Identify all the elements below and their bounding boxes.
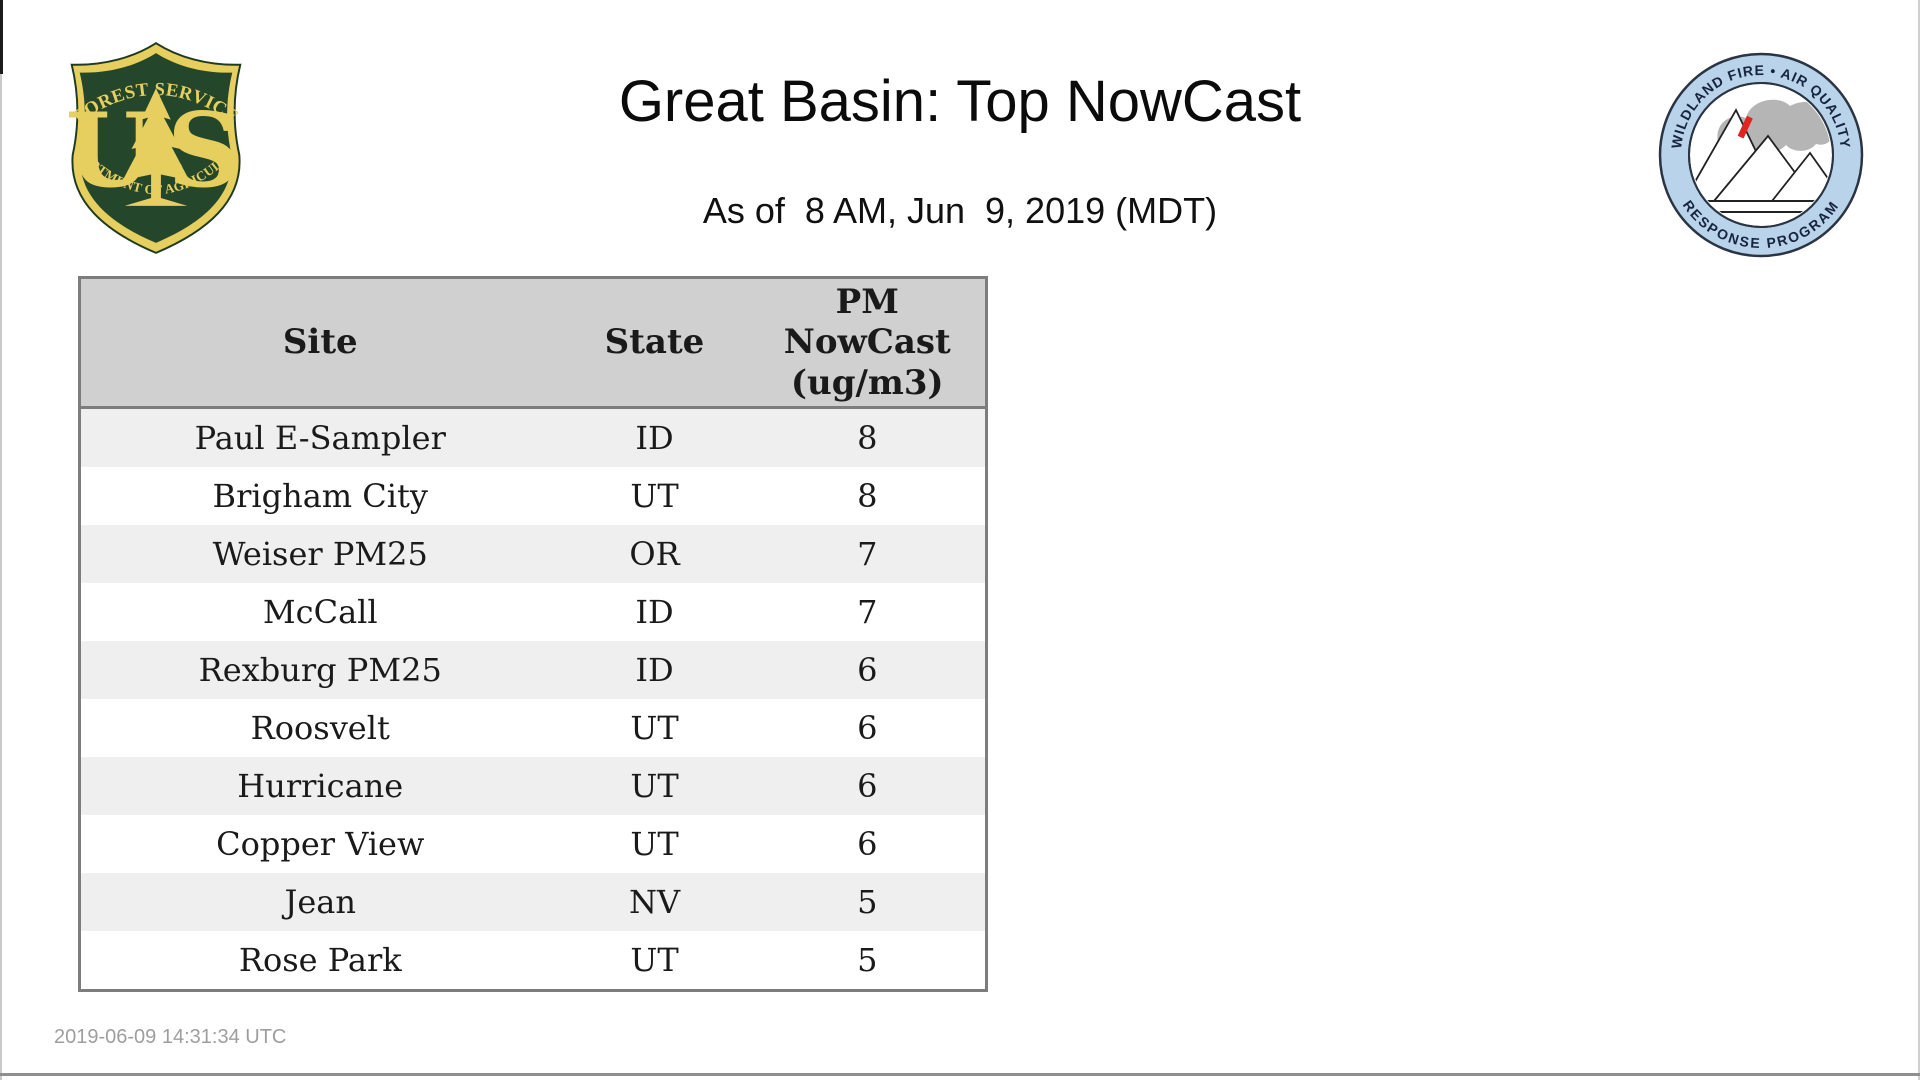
value-cell: 6 [857, 767, 878, 805]
value-cell: 6 [857, 651, 878, 689]
state-cell: ID [635, 651, 674, 689]
table-row: Weiser PM25 OR 7 [79, 525, 987, 583]
table-row: Brigham City UT 8 [79, 467, 987, 525]
table-row: Roosvelt UT 6 [79, 699, 987, 757]
table-row: Paul E-Sampler ID 8 [79, 407, 987, 467]
state-cell: UT [630, 825, 679, 863]
forest-service-logo: FOREST SERVICE U S DEPARTMENT OF AGRICUL… [58, 38, 242, 254]
value-cell: 7 [857, 593, 878, 631]
value-cell: 6 [857, 825, 878, 863]
value-cell: 8 [857, 477, 878, 515]
nowcast-table: Site State PM NowCast (ug/m3) Paul E-Sam… [78, 276, 988, 992]
state-cell: NV [628, 883, 681, 921]
value-cell: 6 [857, 709, 878, 747]
value-cell: 5 [857, 883, 878, 921]
site-cell: Rose Park [238, 941, 402, 979]
table-row: Hurricane UT 6 [79, 757, 987, 815]
value-cell: 7 [857, 535, 878, 573]
table-row: Jean NV 5 [79, 873, 987, 931]
site-cell: Jean [284, 883, 356, 921]
page-subtitle: As of 8 AM, Jun 9, 2019 (MDT) [702, 190, 1218, 231]
column-header-site: Site [79, 277, 560, 409]
table-row: Rose Park UT 5 [79, 931, 987, 991]
site-cell: Roosvelt [250, 709, 390, 747]
table-row: Rexburg PM25 ID 6 [79, 641, 987, 699]
site-cell: Weiser PM25 [212, 535, 428, 573]
page-title: Great Basin: Top NowCast [618, 69, 1302, 134]
monogram-s: S [167, 91, 241, 211]
page-left-edge-artifact [0, 0, 3, 74]
site-cell: McCall [262, 593, 378, 631]
state-cell: OR [629, 535, 680, 573]
site-cell: Rexburg PM25 [198, 651, 442, 689]
site-cell: Hurricane [237, 767, 404, 805]
generated-timestamp: 2019-06-09 14:31:34 UTC [54, 1026, 287, 1048]
state-cell: UT [630, 767, 679, 805]
column-header-state: State [559, 277, 750, 409]
state-cell: ID [635, 593, 674, 631]
table-row: McCall ID 7 [79, 583, 987, 641]
state-cell: UT [630, 709, 679, 747]
value-cell: 8 [857, 419, 878, 457]
column-header-pm-nowcast: PM NowCast (ug/m3) [749, 277, 987, 409]
state-cell: ID [635, 419, 674, 457]
page-bottom-border [0, 1073, 1920, 1076]
site-cell: Copper View [216, 825, 425, 863]
state-cell: UT [630, 477, 679, 515]
wildland-fire-air-quality-logo: WILDLAND FIRE • AIR QUALITY RESPONSE PRO… [1658, 52, 1864, 258]
table-row: Copper View UT 6 [79, 815, 987, 873]
table-header-row: Site State PM NowCast (ug/m3) [79, 277, 987, 409]
logo-inner-outline [1688, 82, 1834, 228]
site-cell: Paul E-Sampler [194, 419, 446, 457]
site-cell: Brigham City [212, 477, 428, 515]
state-cell: UT [630, 941, 679, 979]
value-cell: 5 [857, 941, 878, 979]
fire-mark-icon [1737, 115, 1753, 139]
pine-tree-icon [122, 88, 190, 206]
page-left-border [0, 0, 2, 1080]
page-right-border [1918, 0, 1920, 1080]
